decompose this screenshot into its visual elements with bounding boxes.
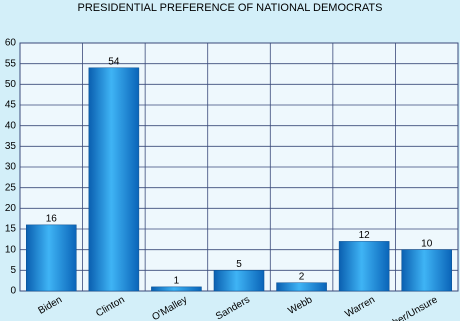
chart-title: PRESIDENTIAL PREFERENCE OF NATIONAL DEMO… xyxy=(78,2,383,14)
bar xyxy=(26,224,77,292)
data-label: 10 xyxy=(421,238,433,249)
data-label: 12 xyxy=(359,230,371,241)
y-tick-label: 15 xyxy=(5,224,17,235)
y-tick-label: 55 xyxy=(5,58,17,69)
bar xyxy=(276,282,327,292)
x-tick-label: Warren xyxy=(343,294,377,320)
bar xyxy=(151,286,202,292)
data-label: 5 xyxy=(236,259,242,270)
y-tick-label: 30 xyxy=(5,162,17,173)
x-tick-label: Clinton xyxy=(94,294,126,319)
bar xyxy=(88,67,140,292)
data-label: 2 xyxy=(299,271,305,282)
y-tick-label: 60 xyxy=(5,38,17,49)
x-tick-label: Other/Unsure xyxy=(382,294,440,321)
x-tick-label: Sanders xyxy=(214,294,252,321)
x-tick-label: O'Malley xyxy=(150,294,189,321)
bar xyxy=(338,241,390,292)
y-tick-label: 50 xyxy=(5,79,17,90)
y-tick-label: 40 xyxy=(5,120,17,131)
y-tick-label: 45 xyxy=(5,100,17,111)
x-tick-label: Webb xyxy=(286,294,314,317)
bar xyxy=(401,249,452,292)
x-tick-label: Biden xyxy=(36,294,64,316)
y-tick-label: 20 xyxy=(5,203,17,214)
y-tick-label: 25 xyxy=(5,182,17,193)
y-tick-label: 35 xyxy=(5,141,17,152)
y-tick-label: 5 xyxy=(10,265,16,276)
bar xyxy=(213,270,265,292)
y-tick-label: 0 xyxy=(10,286,16,297)
data-label: 1 xyxy=(174,276,180,287)
data-label: 16 xyxy=(46,214,58,225)
y-tick-label: 10 xyxy=(5,244,17,255)
data-label: 54 xyxy=(108,56,120,67)
